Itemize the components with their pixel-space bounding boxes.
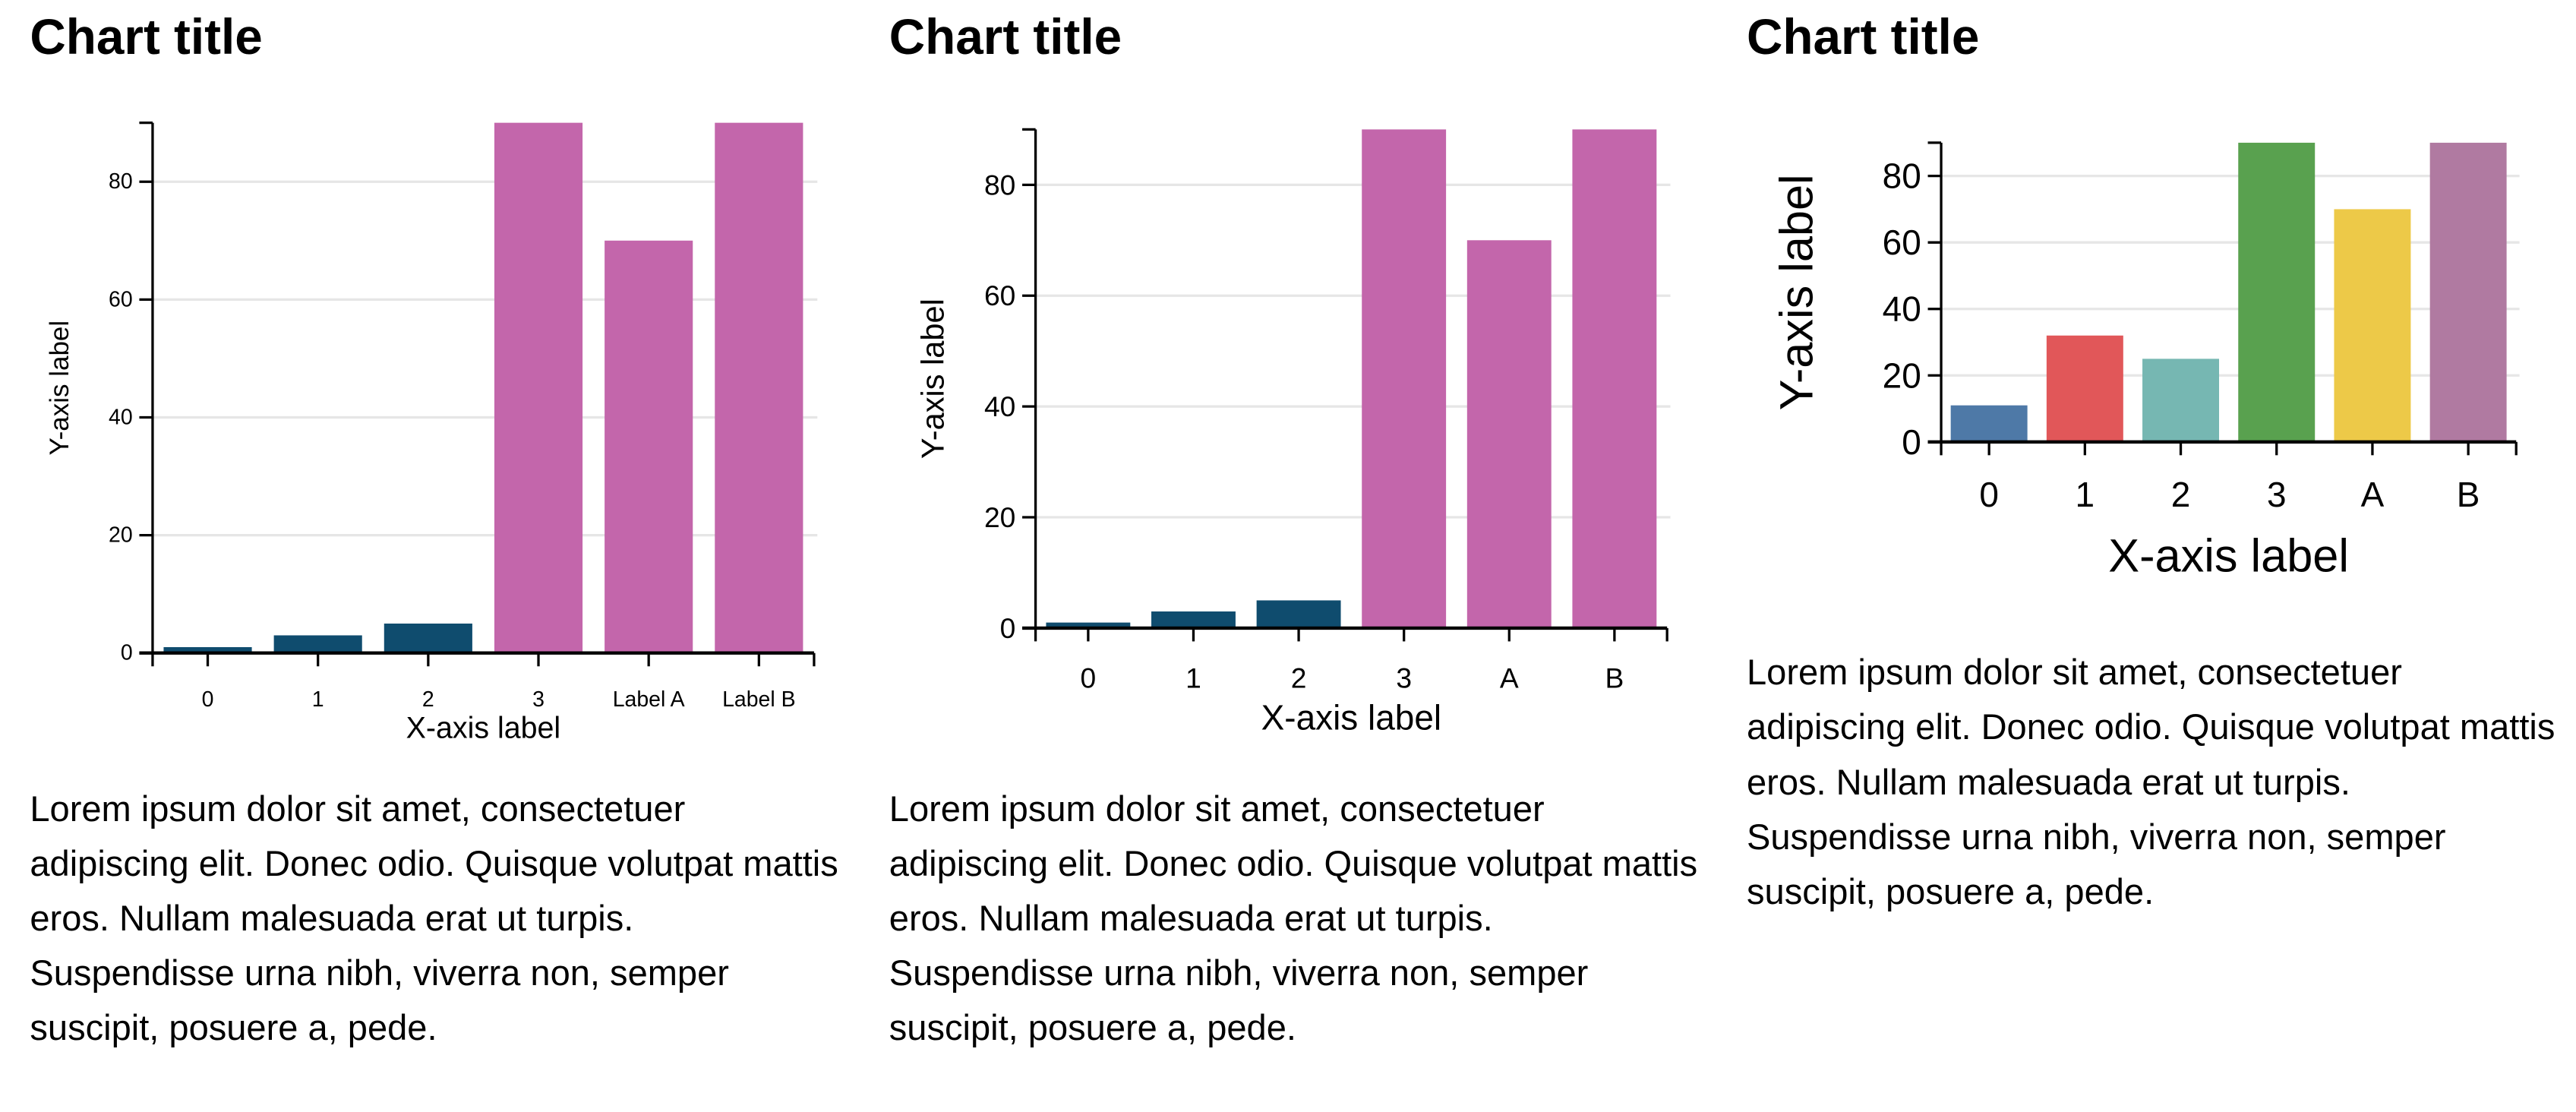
- bar-1: [1151, 611, 1236, 629]
- y-tick-label: 20: [984, 501, 1015, 533]
- y-axis-label: Y-axis label: [45, 321, 74, 456]
- x-tick-label: B: [2457, 475, 2480, 514]
- chart-title: Chart title: [1747, 8, 1980, 65]
- x-axis-label: X-axis label: [2108, 530, 2349, 582]
- chart-title: Chart title: [30, 8, 263, 65]
- bar-2: [2142, 359, 2220, 443]
- x-tick-label: A: [1500, 662, 1519, 694]
- bar-chart: 0 20 40 60 80 0 1 2 3 A B X-axis label Y-axis label: [914, 128, 1671, 738]
- y-tick-label: 60: [1883, 223, 1921, 262]
- bar-3: [2238, 143, 2316, 443]
- chart-description: Lorem ipsum dolor sit amet, consectetuer…: [889, 788, 1698, 1048]
- bar-chart: 0 20 40 60 80 0 1 2 3 Label A Label B X-axis label Y…: [45, 122, 818, 745]
- x-tick-label: 1: [312, 687, 324, 712]
- y-tick-label: 40: [984, 390, 1015, 422]
- y-tick-label: 0: [999, 612, 1015, 644]
- bar-label-b: [715, 122, 803, 654]
- y-tick-label: 20: [109, 523, 133, 548]
- y-axis-label: Y-axis label: [1771, 175, 1823, 411]
- chart-title: Chart title: [889, 8, 1122, 65]
- bar-b: [1572, 129, 1657, 629]
- x-tick-label: Label B: [723, 687, 796, 712]
- x-tick-label: 0: [1979, 475, 1999, 514]
- bar-0: [1950, 405, 2028, 443]
- x-tick-label: Label A: [613, 687, 685, 712]
- x-axis-label: X-axis label: [1261, 698, 1441, 738]
- bar-1: [2046, 336, 2123, 443]
- x-tick-label: 3: [2267, 475, 2287, 514]
- y-tick-label: 60: [109, 288, 133, 312]
- y-tick-label: 0: [1902, 422, 1921, 462]
- y-tick-label: 80: [984, 169, 1015, 201]
- bar-1: [274, 635, 363, 654]
- x-tick-label: 2: [422, 687, 434, 712]
- bar-0: [1046, 622, 1131, 629]
- bar-2: [1256, 600, 1341, 629]
- x-tick-label: 0: [202, 687, 214, 712]
- y-tick-label: 40: [1883, 289, 1921, 329]
- chart-card-2: Chart title 0 20 40 60 80 0 1 2 3 A B X-axis label Y…: [889, 0, 1720, 1112]
- x-tick-label: 3: [532, 687, 545, 712]
- x-tick-label: A: [2361, 475, 2385, 514]
- chart-card-1: Chart title 0 20 40 60 80 0 1 2 3 Label A Label B X…: [30, 0, 860, 1112]
- x-tick-label: 2: [2171, 475, 2191, 514]
- x-tick-label: 1: [2076, 475, 2095, 514]
- chart-description: Lorem ipsum dolor sit amet, consectetuer…: [30, 788, 838, 1048]
- x-tick-label: 2: [1291, 662, 1307, 694]
- bar-3: [1362, 129, 1446, 629]
- bar-label-a: [605, 241, 693, 654]
- y-tick-label: 80: [1883, 156, 1921, 196]
- x-tick-label: 3: [1396, 662, 1412, 694]
- y-tick-label: 60: [984, 280, 1015, 312]
- bar-b: [2429, 143, 2507, 443]
- chart-card-3: Chart title 0 20 40 60 80 0 1 2 3 A B X-axis label Y…: [1747, 0, 2576, 1112]
- y-tick-label: 40: [109, 406, 133, 430]
- bar-3: [494, 122, 583, 654]
- y-tick-label: 20: [1883, 356, 1921, 396]
- bar-chart: 0 20 40 60 80 0 1 2 3 A B X-axis label Y-axis label: [1771, 141, 2520, 582]
- chart-description: Lorem ipsum dolor sit amet, consectetuer…: [1747, 652, 2555, 911]
- x-axis-label: X-axis label: [406, 712, 561, 745]
- x-tick-label: 1: [1185, 662, 1201, 694]
- bar-2: [384, 624, 473, 654]
- y-tick-label: 80: [109, 170, 133, 194]
- bar-a: [2334, 209, 2411, 443]
- y-axis-label: Y-axis label: [914, 299, 950, 459]
- x-tick-label: B: [1605, 662, 1624, 694]
- bar-a: [1466, 240, 1552, 629]
- y-tick-label: 0: [121, 641, 133, 665]
- x-tick-label: 0: [1080, 662, 1096, 694]
- bar-0: [163, 647, 252, 654]
